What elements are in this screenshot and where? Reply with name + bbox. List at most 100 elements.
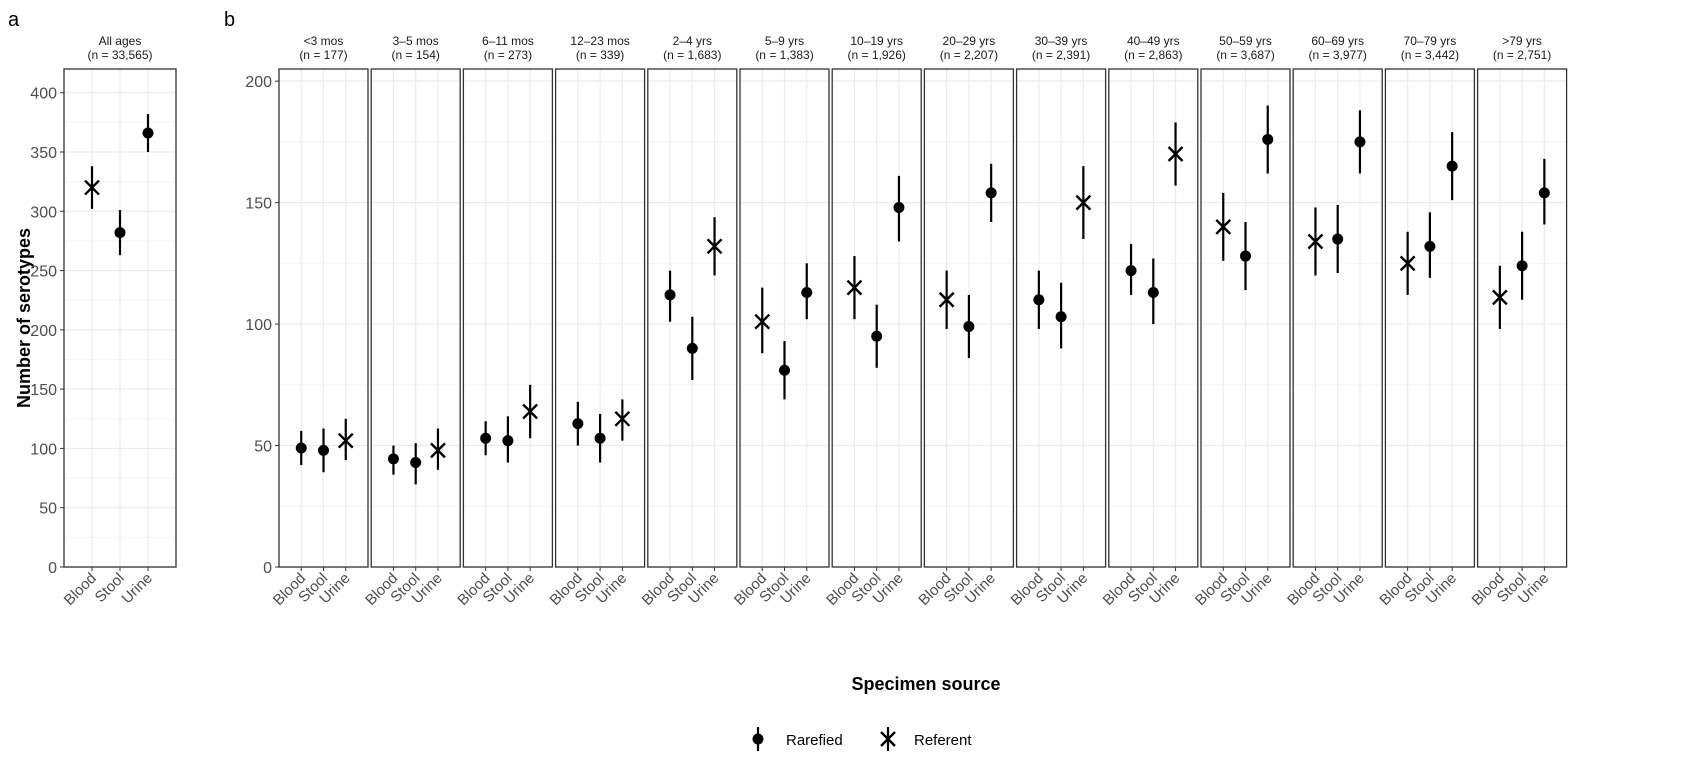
facet-title-line: 2–4 yrs [673,34,712,48]
rarefied-point [664,289,676,301]
rarefied-point [686,342,698,354]
rarefied-point [985,187,997,199]
facet-title-line: (n = 2,751) [1493,48,1551,62]
rarefied-point [114,227,126,239]
rarefied-point [963,321,975,333]
referent-point [938,291,955,308]
legend-rarefied-label: Rarefied [786,732,843,749]
rarefied-point [387,453,399,465]
y-tick-label: 300 [30,204,57,221]
y-tick-label: 400 [30,86,57,103]
referent-point [430,442,446,459]
referent-point [1307,233,1324,250]
panel-b: <3 mos(n = 177)BloodStoolUrine0501001502… [245,34,1568,609]
facet-title-line: (n = 2,863) [1124,48,1182,62]
x-axis-title: Specimen source [851,674,1000,694]
y-tick-label: 0 [48,560,57,577]
facet-title-line: (n = 1,926) [848,48,906,62]
panel-b-label: b [224,9,235,31]
facet-title-line: 50–59 yrs [1219,34,1272,48]
facet-title-line: (n = 3,977) [1309,48,1367,62]
facet-title-line: (n = 3,442) [1401,48,1459,62]
facet-title-line: (n = 1,383) [755,48,813,62]
facet-title-line: (n = 2,391) [1032,48,1090,62]
facet-title-line: (n = 154) [392,48,440,62]
rarefied-point [1424,240,1436,252]
rarefied-point [1125,265,1137,277]
referent-point [1075,194,1092,211]
y-tick-label: 250 [30,264,57,281]
rarefied-point [295,442,307,454]
rarefied-point [594,432,606,444]
referent-point [1399,255,1416,272]
y-tick-label: 150 [30,382,57,399]
y-tick-label: 200 [30,323,57,340]
rarefied-point [779,364,790,376]
rarefied-point [1055,311,1067,323]
facet-title-line: (n = 273) [484,48,532,62]
facet-title-line: <3 mos [304,34,344,48]
rarefied-point [142,127,154,139]
referent-point [84,179,100,196]
referent-point [846,279,863,296]
panel-a-title-line: All ages [99,34,142,48]
referent-point [1492,289,1508,306]
rarefied-point [1446,160,1458,172]
y-tick-label: 50 [39,501,57,518]
rarefied-point [318,444,329,456]
rarefied-point [871,330,883,342]
facet-title-line: 6–11 mos [482,34,534,48]
y-tick-label: 350 [30,145,57,162]
y-tick-label: 0 [263,560,272,577]
facet-panel: <3 mos(n = 177)BloodStoolUrine0501001502… [245,34,369,609]
rarefied-point [1538,187,1550,199]
rarefied-point [1147,286,1159,298]
y-tick-label: 50 [254,439,272,456]
facet-title-line: 20–29 yrs [943,34,996,48]
rarefied-point [1332,233,1344,245]
referent-point [522,403,538,420]
rarefied-point [410,457,422,469]
referent-point [754,313,771,330]
x-tick-label: Stool [92,570,128,606]
panel-a-title-line: (n = 33,565) [87,48,152,62]
referent-point [1215,219,1232,235]
rarefied-point [1262,133,1274,145]
rarefied-point [1354,136,1366,148]
panel-a-label: a [8,9,20,31]
facet-title-line: 70–79 yrs [1404,34,1457,48]
facet-title-line: (n = 339) [576,48,624,62]
y-tick-label: 100 [30,441,57,458]
facet-title-line: 3–5 mos [393,34,439,48]
x-tick-label: Blood [61,570,100,609]
referent-point [1167,146,1184,162]
legend-referent-cross [880,731,896,747]
rarefied-point [1033,294,1045,306]
y-tick-label: 100 [245,317,272,334]
legend-referent-label: Referent [914,732,972,749]
rarefied-point [1516,260,1528,272]
rarefied-point [572,418,584,430]
facet-title-line: (n = 3,687) [1216,48,1274,62]
y-axis-title: Number of serotypes [14,228,34,408]
rarefied-point [480,432,492,444]
rarefied-point [893,201,905,213]
x-tick-label: Urine [118,570,155,607]
facet-title-line: 30–39 yrs [1035,34,1088,48]
y-tick-label: 200 [245,74,272,91]
facet-title-line: >79 yrs [1502,34,1542,48]
